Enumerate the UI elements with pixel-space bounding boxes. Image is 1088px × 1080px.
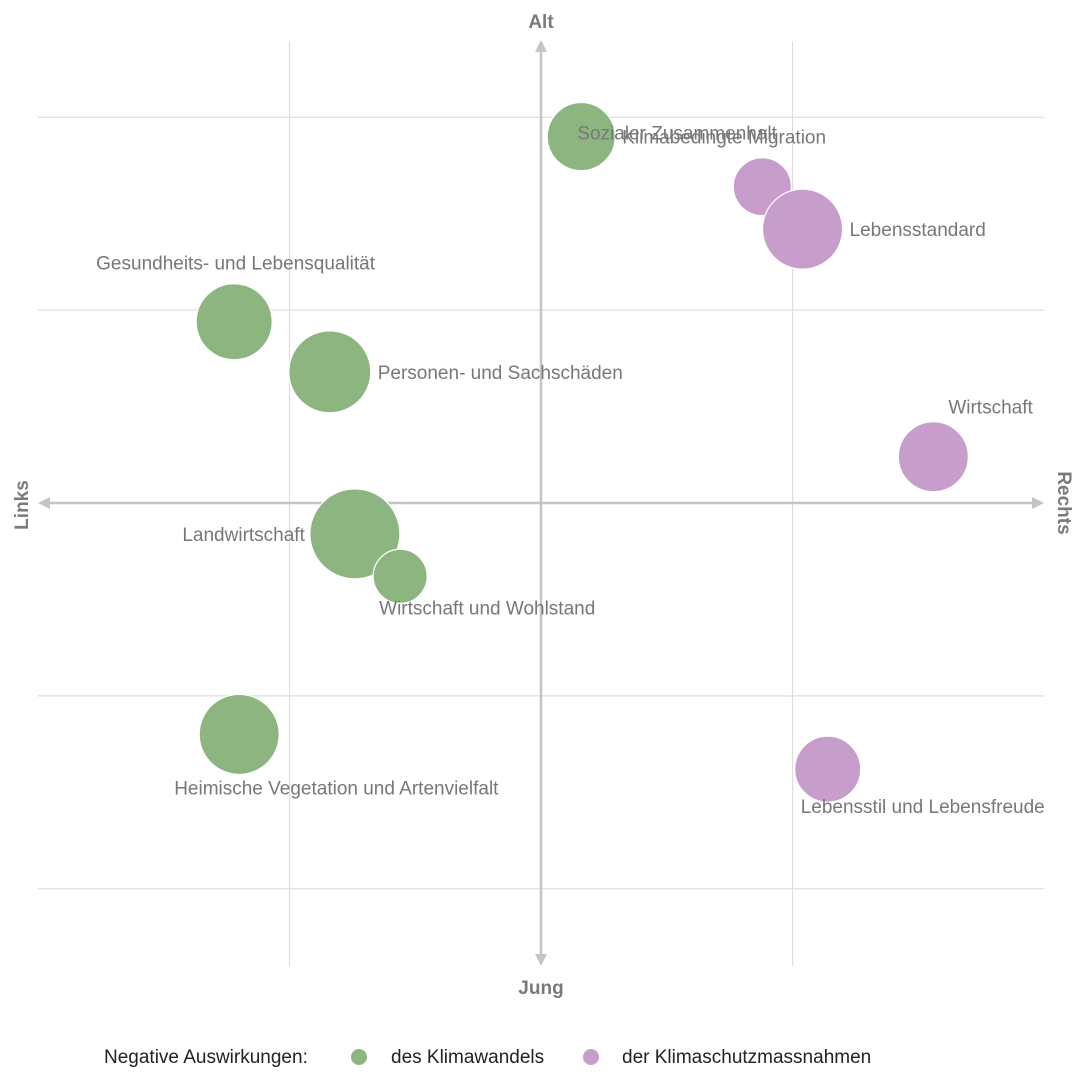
axis-label-jung: Jung <box>518 978 563 999</box>
bubble <box>195 283 273 361</box>
bubble <box>309 488 401 580</box>
bubble <box>372 548 428 604</box>
bubble-label: Lebensstil und Lebensfreude <box>801 797 1045 818</box>
bubble-label: Sozialer Zusammenhalt <box>577 124 777 145</box>
bubble-labels: Klimabedingte Migration Gesundheits- und … <box>96 124 1045 818</box>
bubble <box>794 735 862 803</box>
legend-title: Negative Auswirkungen: <box>104 1047 308 1068</box>
axis-label-rechts: Rechts <box>1053 471 1074 534</box>
axis-label-alt: Alt <box>528 12 554 33</box>
bubble-label: Klimabedingte Migration <box>622 128 826 149</box>
bubble <box>198 693 280 776</box>
bubble-label: Personen- und Sachschäden <box>378 363 623 384</box>
y-axis-top-arrow <box>535 40 547 52</box>
legend-dot-klimaschutzmassnahmen <box>583 1049 599 1065</box>
bubble-label: Wirtschaft <box>948 398 1033 419</box>
bubble-label: Heimische Vegetation und Artenvielfalt <box>174 778 499 799</box>
x-axis-right-arrow <box>1032 497 1044 509</box>
bubble-label: Landwirtschaft <box>182 525 305 546</box>
bubbles <box>195 101 969 803</box>
legend: Negative Auswirkungen: des Klimawandels … <box>0 1043 1088 1073</box>
bubble <box>897 421 969 493</box>
axes <box>38 40 1044 966</box>
x-axis-left-arrow <box>38 497 50 509</box>
axis-label-links: Links <box>12 480 33 530</box>
bubble <box>761 188 844 270</box>
y-axis-bottom-arrow <box>535 954 547 966</box>
legend-dot-klimawandel <box>351 1049 367 1065</box>
legend-label-klimawandel: des Klimawandels <box>391 1047 545 1068</box>
legend-label-klimaschutzmassnahmen: der Klimaschutzmassnahmen <box>622 1047 872 1068</box>
bubble <box>288 330 372 414</box>
bubble-label: Lebensstandard <box>850 220 986 241</box>
bubble-label: Wirtschaft und Wohlstand <box>379 598 595 619</box>
bubble-label: Gesundheits- und Lebensqualität <box>96 254 376 275</box>
bubble <box>546 101 616 172</box>
